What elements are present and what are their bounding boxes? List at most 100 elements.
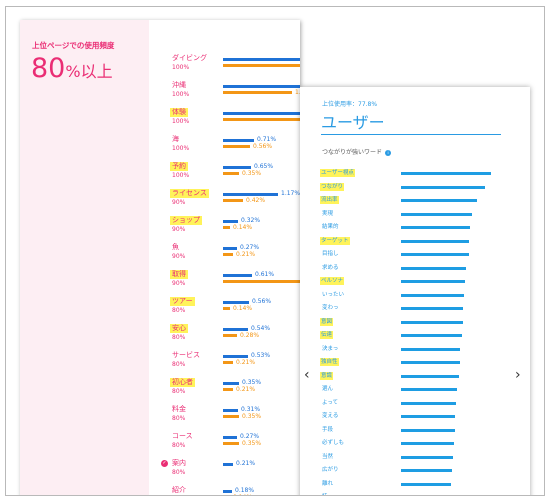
related-word-label[interactable]: 実現 bbox=[322, 210, 334, 217]
blue-value-label: 0.53% bbox=[251, 352, 271, 359]
related-word-label[interactable]: 結果的 bbox=[322, 224, 339, 230]
blue-value-label: 1.17% bbox=[281, 190, 300, 197]
related-word-bar bbox=[401, 320, 463, 324]
keyword-label: 海 bbox=[172, 135, 179, 143]
orange-value-label: 0.35% bbox=[242, 170, 262, 177]
keyword-label: 料金 bbox=[172, 405, 186, 413]
related-word-label[interactable]: 当然 bbox=[322, 453, 334, 460]
related-word-label[interactable]: ユーザー視点 bbox=[320, 169, 355, 177]
keyword-row: 海 100% 0.71% 0.56% bbox=[20, 135, 300, 162]
frequency-bar-blue bbox=[223, 409, 238, 412]
frequency-bar-blue bbox=[223, 274, 252, 277]
related-word-label[interactable]: 選ん bbox=[322, 386, 334, 392]
orange-value-label: 0.21% bbox=[236, 386, 256, 393]
related-word-label[interactable]: 意図 bbox=[320, 317, 334, 326]
related-word-bar bbox=[401, 293, 464, 297]
keyword-label: ダイビング bbox=[172, 54, 207, 62]
threshold-value: 80 bbox=[31, 53, 66, 84]
related-word-bar bbox=[401, 374, 459, 378]
related-word-row: 変える bbox=[300, 410, 530, 423]
summary-area bbox=[20, 20, 149, 495]
keyword-row: 体験 100% bbox=[20, 108, 300, 135]
keyword-label: ライセンス bbox=[170, 189, 209, 198]
blue-value-label: 0.35% bbox=[242, 379, 262, 386]
frequency-bar-orange bbox=[223, 334, 237, 337]
related-word-label[interactable]: つながり bbox=[320, 182, 345, 191]
usage-rate: 上位使用率：77.8% bbox=[322, 101, 378, 108]
usage-threshold: 80%以上 bbox=[31, 52, 113, 89]
orange-value-label: 0.14% bbox=[233, 224, 253, 231]
related-word-label[interactable]: 離れ bbox=[322, 480, 334, 487]
info-icon[interactable]: i bbox=[385, 149, 392, 156]
keyword-page-ratio: 80% bbox=[172, 334, 186, 341]
related-word-label[interactable]: 必ずしも bbox=[322, 440, 345, 446]
related-word-label[interactable]: 手段 bbox=[322, 426, 334, 433]
related-words-panel: 上位使用率：77.8% ユーザー つながりが強いワード i ユーザー視点 つながり流… bbox=[300, 87, 530, 495]
keyword-page-ratio: 80% bbox=[172, 415, 186, 422]
related-word-row: 実現 bbox=[300, 208, 530, 221]
related-word-label[interactable]: 決まっ bbox=[322, 345, 339, 352]
related-word-row: 変わっ bbox=[300, 302, 530, 315]
keyword-row: サービス 80% 0.53% 0.21% bbox=[20, 351, 300, 378]
related-word-row: 意図 bbox=[300, 316, 530, 329]
related-word-label[interactable]: 独自性 bbox=[320, 358, 339, 366]
related-word-label[interactable]: いったい bbox=[322, 291, 345, 298]
keyword-label: 安心 bbox=[170, 324, 188, 333]
keyword-label: 初心者 bbox=[170, 378, 195, 387]
related-word-label[interactable]: 変わっ bbox=[322, 305, 339, 311]
chevron-left-icon[interactable]: ‹ bbox=[304, 367, 310, 383]
frequency-bar-blue bbox=[223, 220, 238, 223]
keyword-page-ratio: 90% bbox=[172, 253, 186, 260]
blue-value-label: 0.27% bbox=[240, 433, 260, 440]
related-word-bar bbox=[401, 185, 485, 189]
related-word-row: 目指し bbox=[300, 248, 530, 261]
related-word-row: 広がり bbox=[300, 464, 530, 477]
keyword-page-ratio: 80% bbox=[172, 361, 186, 368]
keyword-row: 料金 80% 0.31% 0.35% bbox=[20, 405, 300, 432]
related-word-label[interactable]: 意識 bbox=[320, 371, 334, 380]
blue-value-label: 0.54% bbox=[251, 325, 271, 332]
keyword-label: 取得 bbox=[170, 270, 188, 279]
related-word-row: 結果的 bbox=[300, 221, 530, 234]
keyword-frequency-panel: 上位ページでの使用頻度 80%以上 ダイビング 100% 沖縄 100% 1.25% 体験… bbox=[20, 20, 300, 495]
frequency-bar-blue bbox=[223, 112, 300, 115]
chevron-right-icon[interactable]: › bbox=[515, 367, 521, 383]
keyword-page-ratio: 90% bbox=[172, 280, 186, 287]
related-word-row: 求める bbox=[300, 262, 530, 275]
frequency-bar-orange bbox=[223, 388, 233, 391]
related-word-row: 当然 bbox=[300, 451, 530, 464]
frequency-bar-orange bbox=[223, 415, 239, 418]
related-word-bar bbox=[401, 334, 462, 337]
related-word-row: 離れ bbox=[300, 478, 530, 491]
related-word-bar bbox=[401, 226, 470, 229]
blue-value-label: 0.21% bbox=[236, 460, 256, 467]
related-word-label[interactable]: ターゲット bbox=[320, 236, 350, 245]
related-word-bar bbox=[401, 280, 465, 283]
related-word-bar bbox=[401, 307, 463, 310]
related-word-row: 独自性 bbox=[300, 356, 530, 369]
keyword-label: コース bbox=[172, 432, 193, 440]
related-word-label[interactable]: ペルソナ bbox=[320, 277, 345, 285]
related-word-label[interactable]: よって bbox=[322, 399, 339, 406]
frequency-bar-blue bbox=[223, 166, 251, 169]
keyword-row: 安心 80% 0.54% 0.28% bbox=[20, 324, 300, 351]
related-word-label[interactable]: 流出率 bbox=[320, 196, 339, 204]
keyword-label: 沖縄 bbox=[172, 81, 186, 89]
keyword-row: 初心者 80% 0.35% 0.21% bbox=[20, 378, 300, 405]
related-word-row: ターゲット bbox=[300, 235, 530, 248]
related-word-label[interactable]: 広がり bbox=[322, 467, 339, 473]
related-word-label[interactable]: 求める bbox=[322, 264, 339, 271]
keyword-page-ratio: 90% bbox=[172, 199, 186, 206]
related-word-label[interactable]: 目指し bbox=[322, 251, 339, 257]
keyword-label: 予約 bbox=[170, 162, 188, 171]
related-word-label[interactable]: 変える bbox=[322, 413, 339, 419]
keyword-row: コース 80% 0.27% 0.35% bbox=[20, 432, 300, 459]
frequency-bar-orange bbox=[223, 172, 239, 175]
frequency-bar-blue bbox=[223, 490, 232, 493]
keyword-page-ratio: 80% bbox=[172, 388, 186, 395]
related-word-label[interactable]: 伝達 bbox=[320, 331, 334, 339]
keyword-label: 案内 bbox=[172, 459, 186, 467]
related-word-label[interactable]: 特 bbox=[322, 493, 328, 495]
keyword-row: 取得 90% 0.61% bbox=[20, 270, 300, 297]
frequency-bar-blue bbox=[223, 463, 233, 466]
